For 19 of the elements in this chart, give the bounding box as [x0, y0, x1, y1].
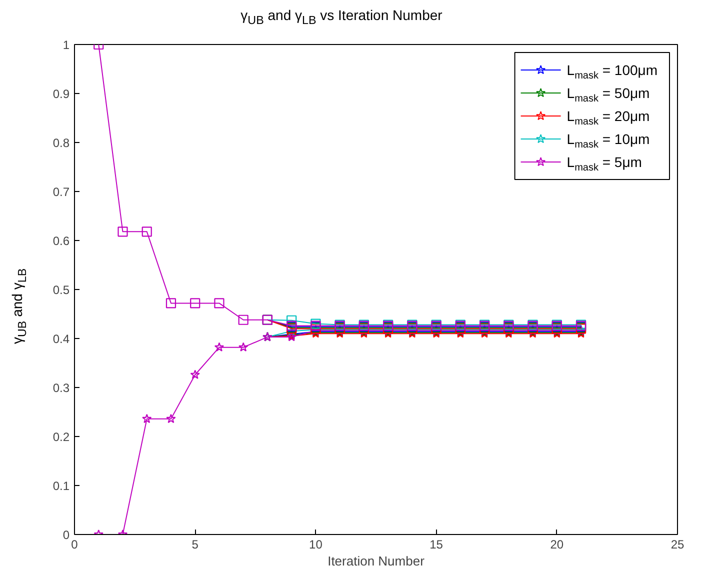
- y-tick-label: 0.6: [52, 234, 70, 248]
- x-tick-label: 0: [71, 538, 78, 552]
- x-axis-title: Iteration Number: [328, 554, 426, 568]
- y-tick-label: 1: [62, 38, 70, 52]
- x-tick-label: 5: [192, 538, 199, 552]
- y-tick-label: 0.4: [52, 332, 70, 346]
- x-tick-label: 20: [550, 538, 564, 552]
- x-tick-label: 15: [430, 538, 444, 552]
- y-tick-label: 0.8: [52, 136, 70, 150]
- y-tick-label: 0.1: [52, 479, 70, 493]
- y-tick-label: 0.3: [52, 381, 70, 395]
- y-tick-label: 0.5: [52, 283, 70, 297]
- y-tick-label: 0.2: [52, 430, 70, 444]
- y-tick-label: 0: [62, 528, 70, 542]
- y-tick-label: 0.7: [52, 185, 70, 199]
- y-tick-label: 0.9: [52, 87, 70, 101]
- chart-title: γ$_{UB}$ and γ$_{LB}$ vs Iteration Number: [240, 6, 444, 29]
- x-tick-label: 25: [670, 538, 684, 552]
- x-tick-label: 10: [309, 538, 323, 552]
